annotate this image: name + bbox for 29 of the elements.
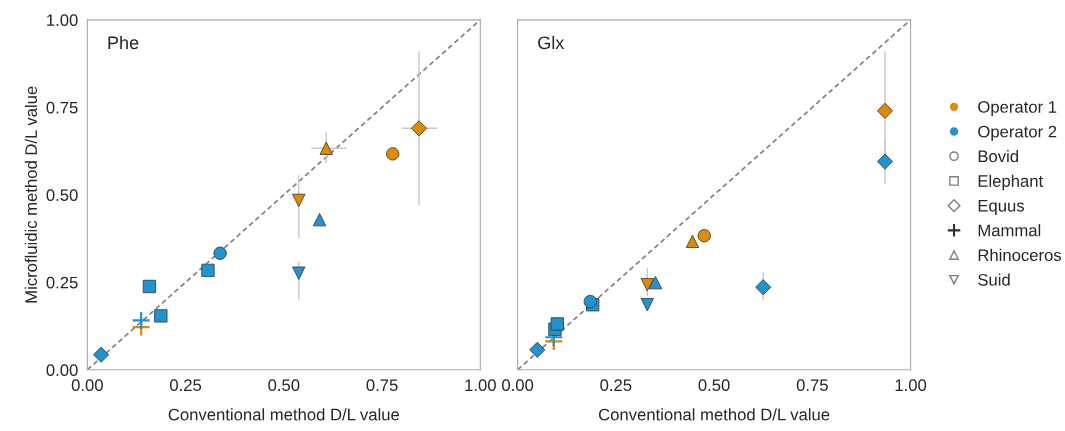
x-axis-title: Conventional method D/L value [168,408,400,421]
x-tick-label: 0.00 [71,379,103,392]
x-tick-label: 0.50 [698,379,730,392]
x-axis-title: Conventional method D/L value [598,408,830,421]
y-tick-label: 1.00 [47,14,78,27]
legend-label: Equus [978,200,1025,215]
y-axis-title: Microfluidic method D/L value [24,86,38,303]
x-tick-label: 0.75 [366,379,398,392]
point [131,310,151,331]
legend-label: Rhinoceros [978,248,1062,262]
y-tick-label: 0.50 [46,189,78,202]
legend-label: Operator 2 [978,125,1057,141]
legend-label: Elephant [978,174,1044,191]
x-tick-label: 0.50 [268,379,300,392]
legend-label: Bovid [978,149,1018,163]
y-tick-label: 0.00 [46,364,78,376]
legend-label: Mammal [978,224,1041,237]
legend-label: Suid [978,273,1010,286]
x-tick-label: 0.25 [170,379,202,392]
x-tick-label: 0.75 [796,379,828,392]
annotation: Phe [108,35,139,50]
legend-label: Operator 1 [978,101,1057,117]
x-tick-label: 1.00 [895,379,927,392]
x-tick-label: 1.00 [465,379,496,392]
x-tick-label: 0.25 [600,379,632,392]
y-tick-label: 0.75 [46,101,78,114]
y-tick-label: 0.25 [46,276,78,289]
annotation: Glx [538,35,565,50]
x-tick-label: 0.00 [502,379,534,392]
